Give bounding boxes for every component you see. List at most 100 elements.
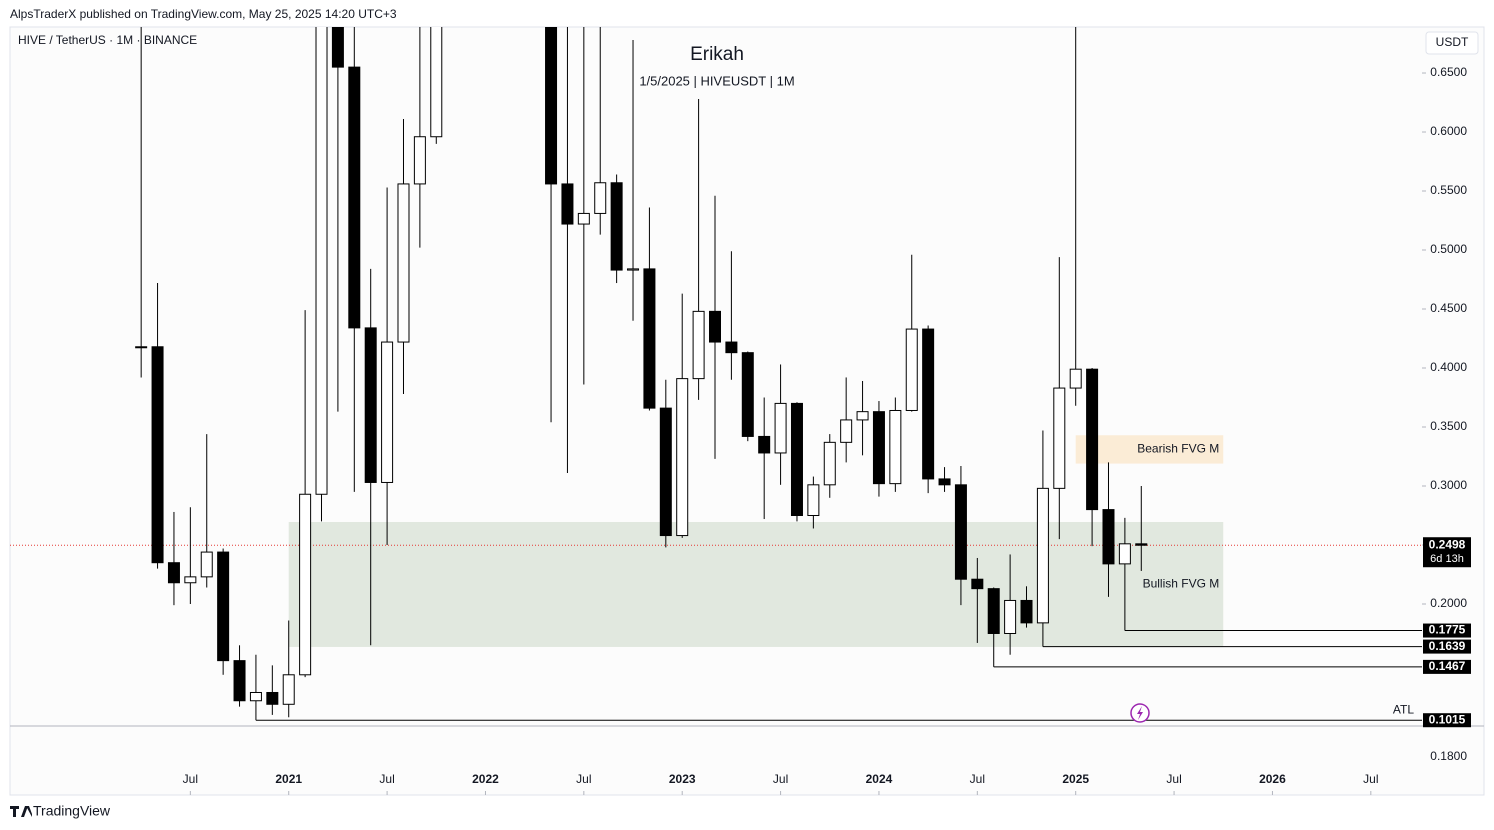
candle-body — [167, 562, 180, 584]
level-label-box — [1423, 639, 1471, 654]
candle-body — [1102, 509, 1115, 565]
brand-logo — [10, 806, 32, 817]
y-tick-label: 0.5000 — [1430, 242, 1467, 256]
candle-body — [282, 674, 295, 705]
published-line: AlpsTraderX published on TradingView.com… — [10, 7, 397, 21]
y-tick-label: 0.4500 — [1430, 301, 1467, 315]
x-tick-label: 2023 — [669, 772, 696, 786]
x-tick-label: 2025 — [1062, 772, 1089, 786]
candle-body — [364, 327, 377, 483]
candle-body — [217, 551, 230, 662]
candle-body — [627, 268, 640, 271]
zone-label: Bearish FVG M — [1137, 442, 1219, 456]
candle-body — [1036, 487, 1049, 624]
candle-body — [725, 341, 738, 354]
candle-body — [561, 183, 574, 225]
candle-body — [872, 411, 885, 485]
candle-body — [413, 136, 426, 185]
level-label-box — [1423, 713, 1471, 728]
x-tick-label: Jul — [1363, 772, 1378, 786]
level-label: 0.1639 — [1429, 639, 1466, 653]
candle-body — [774, 402, 787, 454]
candle-body — [643, 268, 656, 409]
candle-body — [1004, 599, 1017, 634]
candle-body — [151, 346, 164, 564]
last-price-box — [1423, 537, 1471, 568]
candle-body — [1053, 387, 1066, 489]
currency-label[interactable]: USDT — [1436, 35, 1469, 49]
level-label-box — [1423, 623, 1471, 638]
candle-body — [922, 328, 935, 480]
candle-body — [200, 551, 213, 578]
candle-body — [266, 691, 279, 705]
candle-body — [381, 341, 394, 483]
candle-body — [1135, 543, 1148, 546]
candle-body — [249, 691, 262, 702]
x-tick-label: Jul — [1166, 772, 1181, 786]
zone-label: Bullish FVG M — [1143, 577, 1220, 591]
candle-body — [856, 411, 869, 421]
candle-body — [971, 578, 984, 590]
currency-box[interactable] — [1425, 31, 1479, 55]
candle-body — [938, 478, 951, 486]
candle-body — [823, 441, 836, 486]
x-tick-label: 2022 — [472, 772, 499, 786]
y-tick-label: 0.4000 — [1430, 360, 1467, 374]
candle-body — [1086, 368, 1099, 511]
candle-body — [233, 660, 246, 702]
x-tick-label: Jul — [183, 772, 198, 786]
x-tick-label: 2024 — [866, 772, 893, 786]
x-tick-label: 2026 — [1259, 772, 1286, 786]
candle-body — [331, 27, 344, 68]
candle-body — [184, 576, 197, 584]
candle-body — [758, 435, 771, 454]
level-label: 0.1467 — [1429, 659, 1466, 673]
candle-body — [610, 182, 623, 271]
x-tick-label: 2021 — [275, 772, 302, 786]
candle-body — [594, 182, 607, 214]
candle-body — [807, 484, 820, 516]
x-tick-label: Jul — [379, 772, 394, 786]
x-tick-label: Jul — [773, 772, 788, 786]
level-label: 0.1775 — [1429, 623, 1466, 637]
candle-body — [889, 409, 902, 485]
candle-body — [1069, 368, 1082, 389]
y-tick-label: 0.2000 — [1430, 596, 1467, 610]
zone — [288, 521, 1224, 647]
chart-subtitle: 1/5/2025 | HIVEUSDT | 1M — [639, 73, 794, 88]
candle-body — [577, 212, 590, 225]
alert-icon[interactable] — [1130, 703, 1150, 723]
candle-body — [840, 419, 853, 443]
candle-body — [987, 588, 1000, 634]
x-tick-label: Jul — [576, 772, 591, 786]
x-tick-label: Jul — [970, 772, 985, 786]
candle-body — [1118, 543, 1131, 565]
y-tick-label: 0.3000 — [1430, 478, 1467, 492]
candle-body — [545, 27, 558, 185]
candle-body — [741, 352, 754, 437]
last-price-label: 0.2498 — [1429, 537, 1466, 551]
y-tick-label: 0.6000 — [1430, 124, 1467, 138]
level-label-box — [1423, 659, 1471, 674]
symbol-label: HIVE / TetherUS · 1M · BINANCE — [18, 33, 197, 47]
candle-body — [692, 310, 705, 380]
candle-body — [397, 183, 410, 343]
candle-body — [954, 484, 967, 580]
level-name: ATL — [1393, 702, 1414, 716]
candle-body — [709, 310, 721, 343]
candle-body — [790, 402, 803, 516]
y-tick-label: 0.3500 — [1430, 419, 1467, 433]
candle-body — [135, 346, 148, 349]
level-label: 0.1015 — [1429, 712, 1466, 726]
y-tick-label: 0.5500 — [1430, 183, 1467, 197]
countdown-label: 6d 13h — [1430, 553, 1464, 565]
candle-body — [1020, 599, 1033, 624]
brand-name: TradingView — [33, 803, 111, 819]
price-pane — [10, 27, 1422, 721]
lower-pane-tick-label: 0.1800 — [1430, 749, 1467, 763]
candle-body — [905, 328, 918, 411]
chart-title: Erikah — [690, 44, 744, 65]
candle-body — [430, 27, 443, 138]
zone — [1075, 435, 1224, 464]
